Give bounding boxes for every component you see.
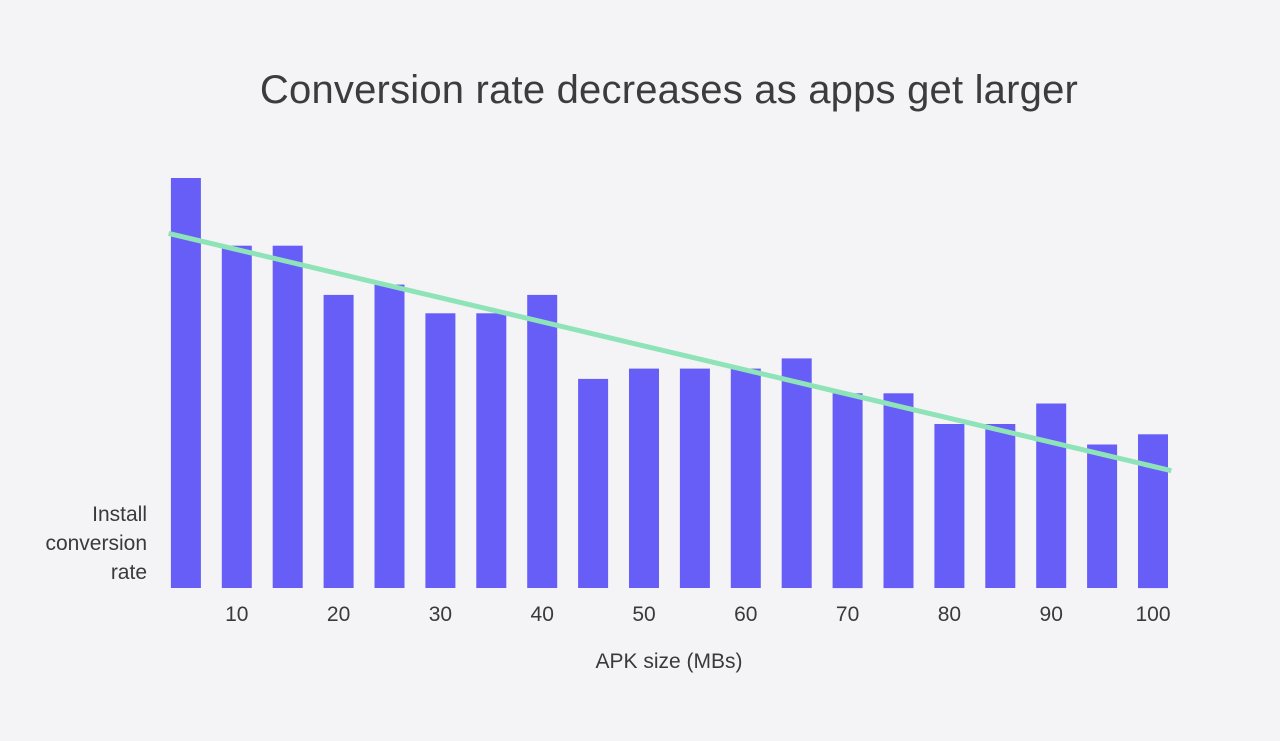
x-axis-label: APK size (MBs)	[595, 650, 743, 673]
bar	[1036, 403, 1067, 588]
x-tick-label: 50	[632, 603, 655, 626]
bar	[221, 245, 252, 588]
bar	[1138, 434, 1168, 589]
x-tick-label: 80	[938, 603, 961, 626]
bar	[272, 245, 303, 588]
bar	[781, 358, 812, 588]
x-tick-label: 90	[1040, 603, 1063, 626]
bar	[629, 368, 659, 588]
x-tick-label: 70	[836, 603, 859, 626]
x-tick-label: 20	[327, 603, 350, 626]
bar	[679, 368, 710, 588]
x-tick-labels: 10 20 30 40 50 60 70 80 90 100	[225, 603, 1170, 626]
bar	[323, 294, 354, 588]
bar	[1087, 444, 1118, 588]
trendline	[168, 230, 1172, 474]
chart-title: Conversion rate decreases as apps get la…	[259, 68, 1079, 112]
y-axis-label: Install conversion rate	[20, 500, 147, 587]
bar	[832, 393, 863, 589]
bar	[170, 178, 201, 588]
bar	[374, 284, 405, 588]
x-tick-label: 10	[225, 603, 248, 626]
bar	[883, 393, 914, 589]
y-axis-label-line: Install	[92, 503, 147, 526]
x-tick-label: 100	[1135, 603, 1170, 626]
bar	[985, 424, 1016, 588]
x-tick-label: 40	[531, 603, 554, 626]
bar	[934, 424, 965, 588]
bars-group	[170, 178, 1168, 589]
x-tick-label: 30	[429, 603, 452, 626]
x-tick-label: 60	[734, 603, 757, 626]
bar	[425, 313, 456, 588]
trendline-group	[168, 230, 1172, 474]
y-axis-label-line: conversion	[45, 532, 147, 555]
bar	[730, 368, 761, 588]
bar	[476, 313, 507, 588]
y-axis-label-line: rate	[110, 561, 147, 584]
bar	[578, 378, 609, 588]
bar	[527, 294, 558, 588]
